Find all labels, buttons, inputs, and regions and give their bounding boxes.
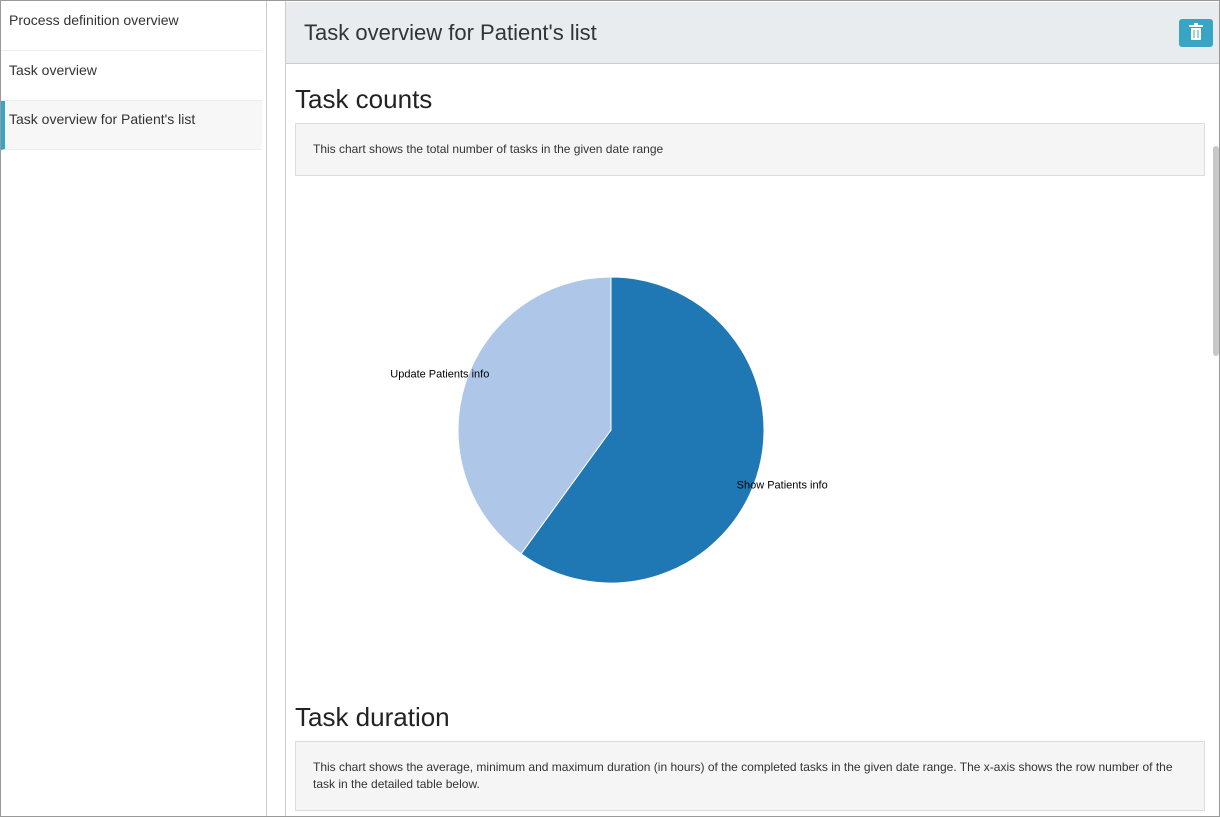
panel-header: Task overview for Patient's list <box>286 2 1219 64</box>
sidebar: Process definition overview Task overvie… <box>1 1 267 816</box>
slice-label: Update Patients info <box>390 368 489 380</box>
nav-item[interactable]: Task overview <box>1 52 262 101</box>
panel-title: Task overview for Patient's list <box>304 20 597 45</box>
nav-item[interactable]: Process definition overview <box>1 2 262 51</box>
section-description: This chart shows the average, minimum an… <box>295 741 1205 811</box>
slice-label: Show Patients info <box>737 480 828 492</box>
section-description: This chart shows the total number of tas… <box>295 123 1205 176</box>
pie-slice <box>457 276 612 555</box>
trash-icon <box>1189 23 1203 40</box>
pie-slice <box>520 276 765 584</box>
scrollbar[interactable] <box>1213 146 1219 356</box>
section-heading: Task duration <box>295 702 450 732</box>
delete-button[interactable] <box>1179 19 1213 47</box>
pie-chart: Show Patients info Update Patients info <box>390 276 828 584</box>
nav-item-selected[interactable]: Task overview for Patient's list <box>1 101 262 150</box>
main-panel: Task overview for Patient's list Task co… <box>285 1 1219 816</box>
section-heading: Task counts <box>295 84 433 114</box>
